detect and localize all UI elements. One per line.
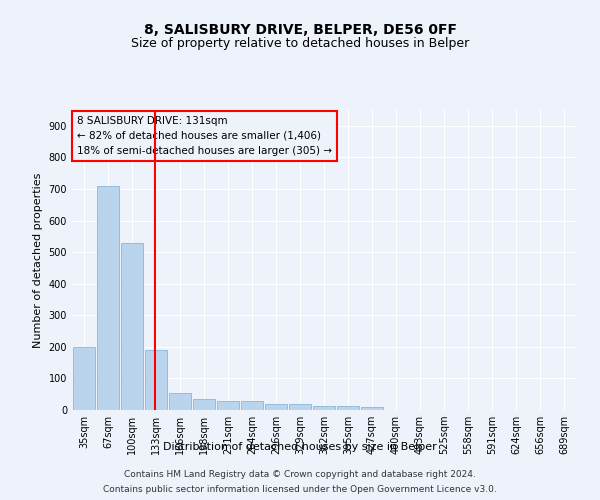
- Bar: [193, 399, 215, 410]
- Text: Contains HM Land Registry data © Crown copyright and database right 2024.: Contains HM Land Registry data © Crown c…: [124, 470, 476, 479]
- Bar: [337, 406, 359, 410]
- Text: Contains public sector information licensed under the Open Government Licence v3: Contains public sector information licen…: [103, 485, 497, 494]
- Text: 8 SALISBURY DRIVE: 131sqm
← 82% of detached houses are smaller (1,406)
18% of se: 8 SALISBURY DRIVE: 131sqm ← 82% of detac…: [77, 116, 332, 156]
- Bar: [217, 400, 239, 410]
- Text: 8, SALISBURY DRIVE, BELPER, DE56 0FF: 8, SALISBURY DRIVE, BELPER, DE56 0FF: [143, 22, 457, 36]
- Bar: [313, 406, 335, 410]
- Bar: [121, 242, 143, 410]
- Bar: [73, 347, 95, 410]
- Bar: [241, 401, 263, 410]
- Bar: [97, 186, 119, 410]
- Y-axis label: Number of detached properties: Number of detached properties: [33, 172, 43, 348]
- Text: Size of property relative to detached houses in Belper: Size of property relative to detached ho…: [131, 38, 469, 51]
- Bar: [265, 404, 287, 410]
- Text: Distribution of detached houses by size in Belper: Distribution of detached houses by size …: [163, 442, 437, 452]
- Bar: [289, 404, 311, 410]
- Bar: [361, 408, 383, 410]
- Bar: [145, 350, 167, 410]
- Bar: [169, 392, 191, 410]
